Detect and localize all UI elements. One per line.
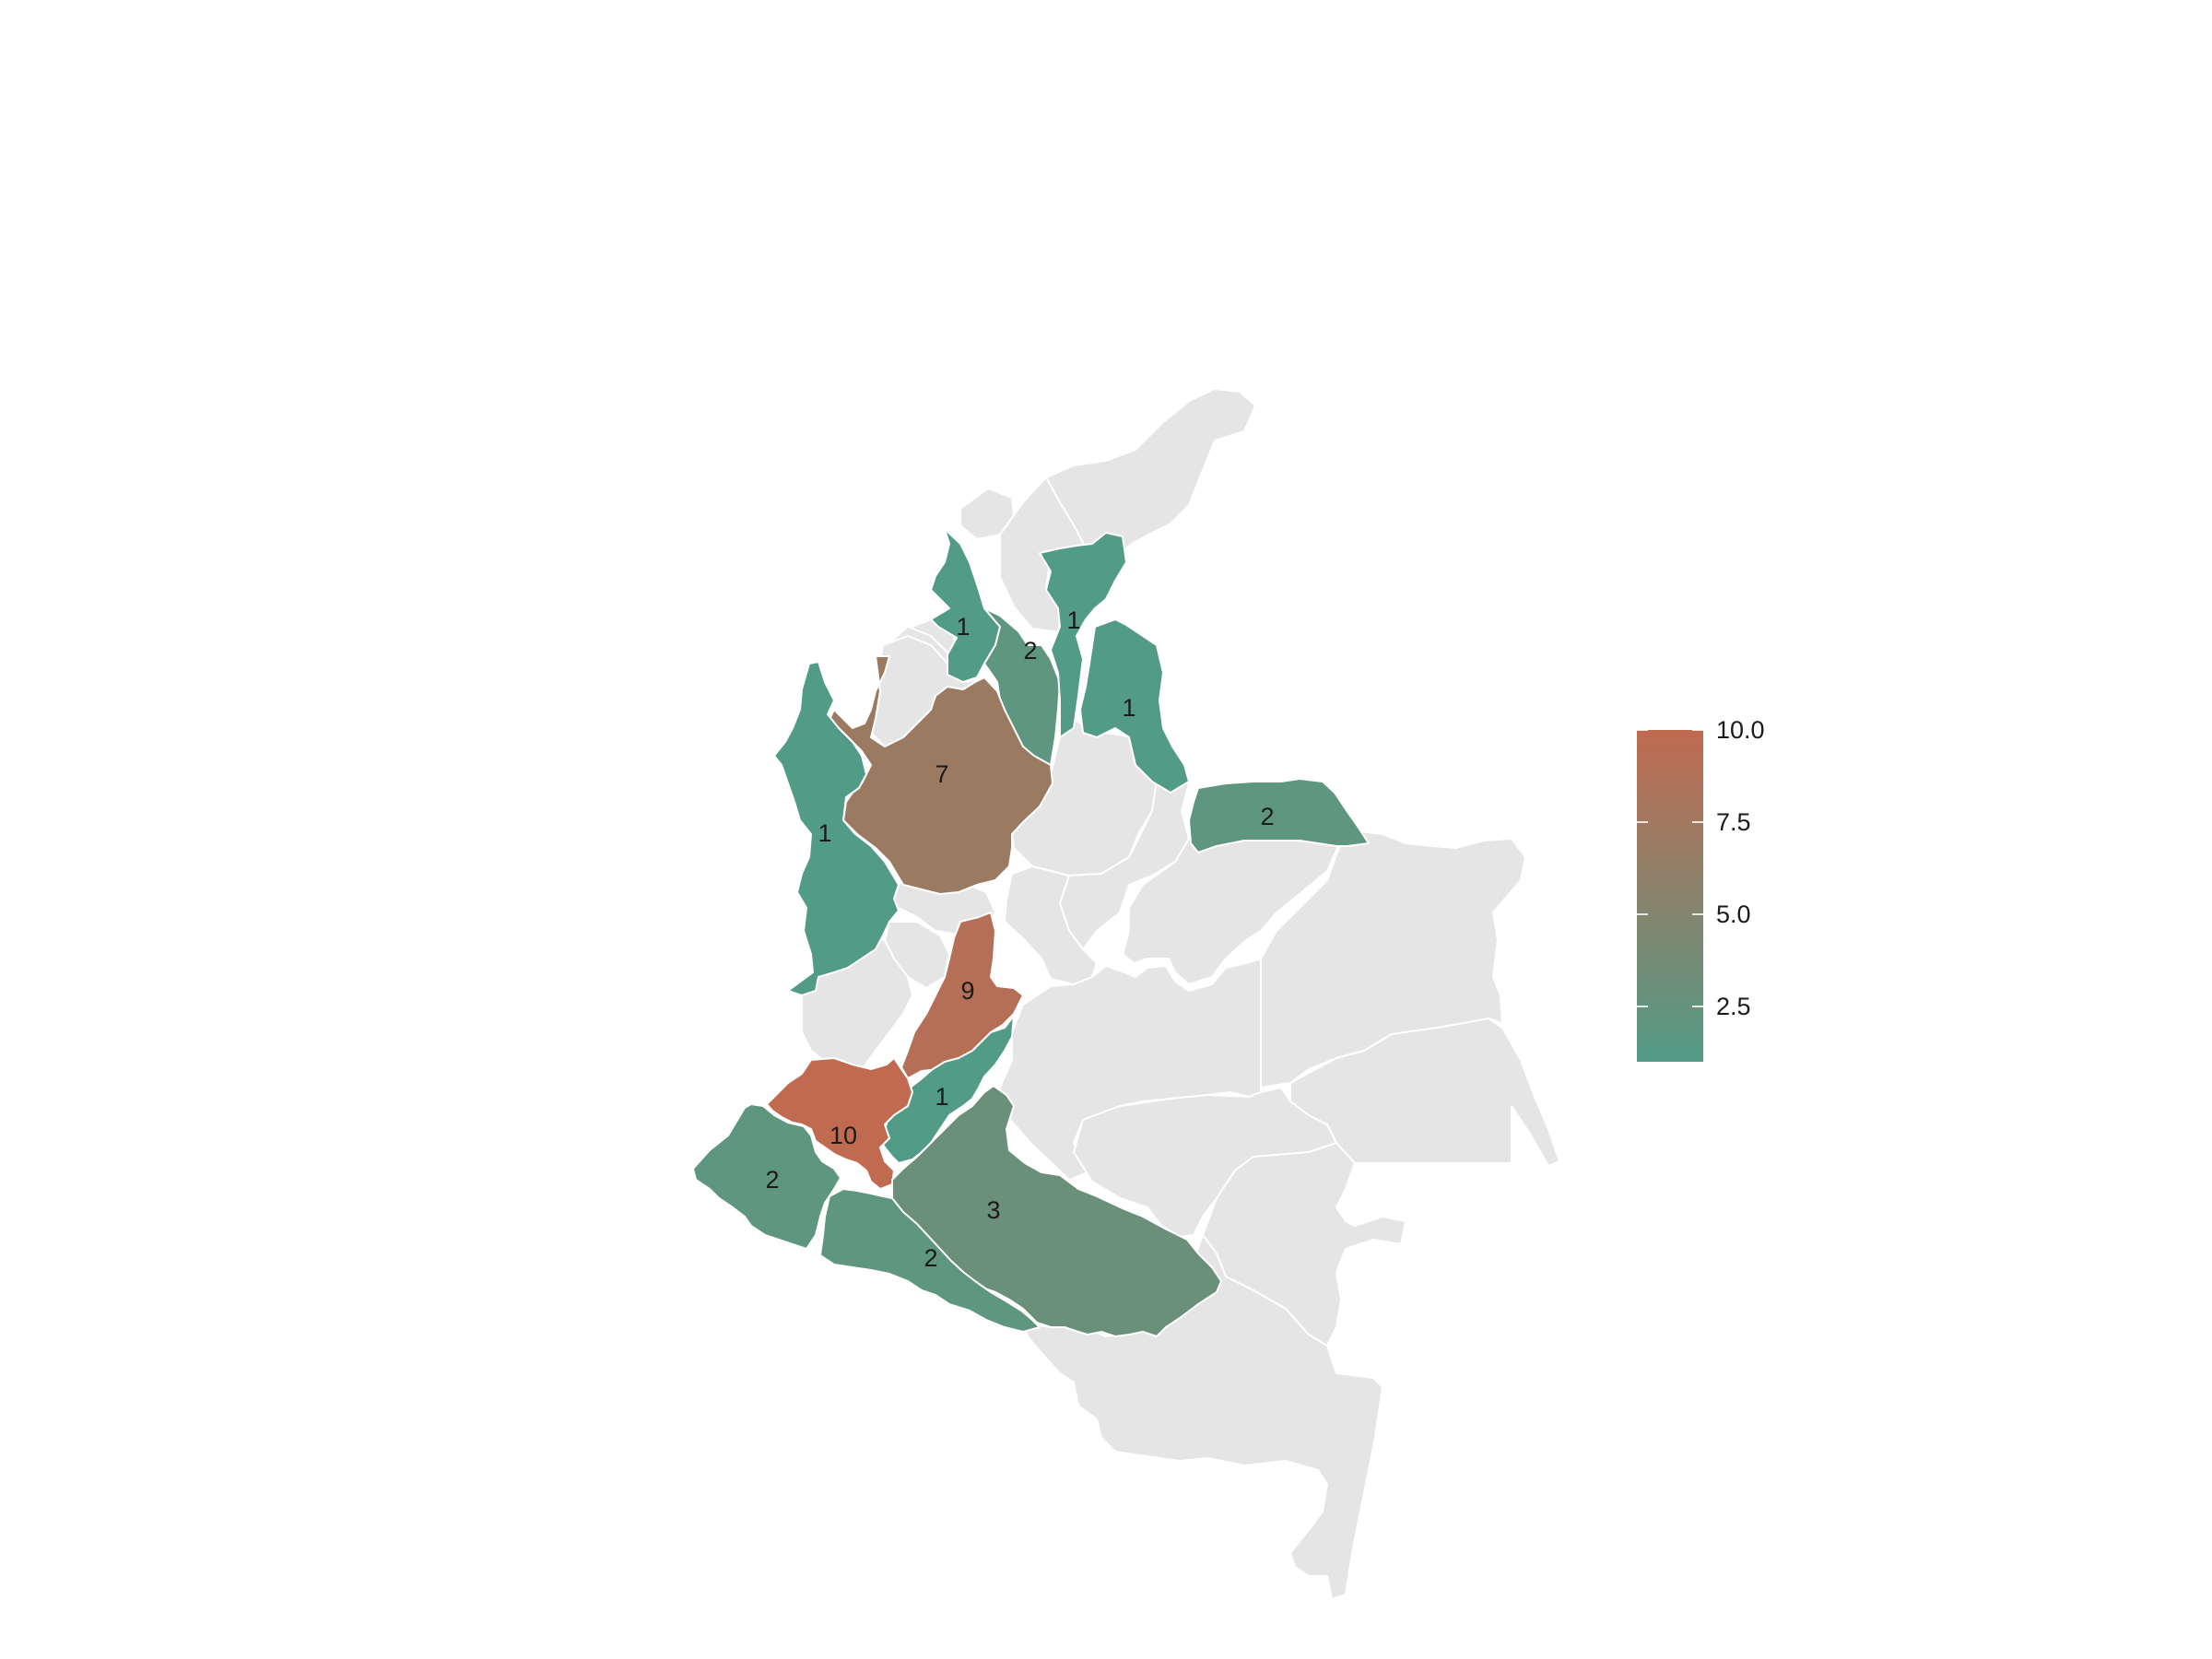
region-la-guajira (1045, 388, 1256, 554)
legend: 2.5 5.0 7.5 10.0 (1637, 716, 1765, 1062)
label-cauca: 10 (830, 1122, 857, 1149)
data-regions (692, 528, 1370, 1337)
region-amazonas (1022, 1234, 1383, 1600)
region-huila[interactable] (877, 1015, 1015, 1164)
label-caqueta: 3 (986, 1196, 1000, 1224)
legend-colorbar (1637, 730, 1703, 1062)
label-putumayo: 2 (924, 1244, 937, 1272)
region-guainia (1289, 1018, 1560, 1167)
label-arauca: 2 (1260, 803, 1274, 830)
region-labels: 1 2 1 1 7 1 2 9 1 10 2 3 2 (765, 606, 1274, 1272)
label-antioquia: 7 (935, 760, 948, 788)
label-cordoba: 1 (956, 613, 970, 641)
region-boyaca (1059, 736, 1190, 950)
region-choco[interactable] (773, 661, 900, 996)
label-huila: 1 (935, 1083, 948, 1111)
label-sucre-bolivar: 2 (1023, 637, 1037, 665)
legend-tick-label: 10.0 (1716, 716, 1765, 744)
legend-tick-label: 5.0 (1716, 900, 1751, 928)
region-arauca[interactable] (1188, 778, 1370, 853)
region-narino[interactable] (692, 1103, 841, 1250)
label-tolima: 9 (960, 977, 974, 1005)
region-cordoba[interactable] (930, 528, 1001, 683)
legend-ticks: 2.5 5.0 7.5 10.0 (1637, 716, 1765, 1020)
label-narino: 2 (765, 1166, 779, 1194)
legend-tick-label: 7.5 (1716, 808, 1751, 836)
region-cauca[interactable] (766, 1057, 913, 1190)
region-meta (999, 958, 1262, 1181)
label-choco: 1 (818, 819, 831, 847)
legend-tick-label: 2.5 (1716, 993, 1751, 1020)
region-antioquia[interactable] (829, 655, 1053, 895)
label-cesar: 1 (1066, 606, 1080, 634)
no-data-regions (801, 388, 1560, 1600)
region-norte-santander[interactable] (1079, 618, 1190, 794)
label-norte-santander: 1 (1122, 694, 1135, 722)
region-cesar[interactable] (1039, 532, 1127, 738)
region-putumayo[interactable] (819, 1188, 1041, 1333)
